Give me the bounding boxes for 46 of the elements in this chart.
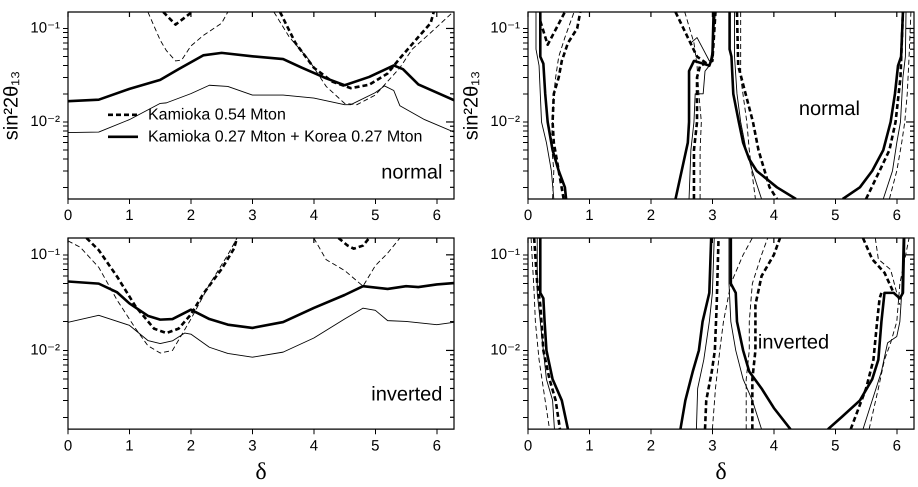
y-tick-label: 10⁻¹	[30, 20, 60, 37]
x-tick-label: 5	[831, 437, 840, 454]
x-tick-label: 1	[125, 207, 134, 224]
x-tick-label: 2	[646, 437, 656, 454]
legend-label: Kamioka 0.54 Mton	[148, 106, 286, 124]
x-tick-label: 0	[64, 437, 72, 454]
y-tick-label: 10⁻²	[30, 342, 60, 359]
x-tick-label: 4	[770, 207, 778, 224]
x-tick-label: 2	[186, 437, 196, 454]
x-tick-label: 3	[248, 207, 257, 224]
x-tick-label: 0	[64, 207, 72, 224]
annotation: normal	[381, 161, 442, 184]
x-tick-label: 3	[248, 437, 257, 454]
annotation: inverted	[758, 332, 830, 354]
y-axis-title: sin²2θ₁₃	[0, 70, 23, 140]
x-tick-label: 5	[371, 207, 380, 224]
x-tick-label: 5	[831, 207, 840, 224]
x-tick-label: 1	[585, 207, 594, 224]
x-axis-title: δ	[715, 458, 727, 485]
x-tick-label: 6	[892, 437, 901, 454]
x-tick-label: 6	[892, 207, 901, 224]
x-tick-label: 6	[432, 207, 441, 224]
y-tick-label: 10⁻²	[490, 342, 520, 359]
x-tick-label: 6	[432, 437, 441, 454]
x-tick-label: 5	[371, 437, 380, 454]
y-tick-label: 10⁻²	[30, 113, 60, 130]
annotation: inverted	[371, 383, 442, 406]
x-tick-label: 4	[770, 437, 778, 454]
x-tick-label: 3	[708, 437, 717, 454]
y-axis-title: sin²2θ₁₃	[460, 70, 483, 140]
x-tick-label: 2	[646, 207, 656, 224]
x-tick-label: 0	[524, 437, 532, 454]
x-tick-label: 3	[708, 207, 717, 224]
x-tick-label: 1	[585, 437, 594, 454]
x-tick-label: 0	[524, 207, 532, 224]
annotation: normal	[798, 98, 860, 120]
legend-label: Kamioka 0.27 Mton + Korea 0.27 Mton	[148, 128, 422, 146]
y-tick-label: 10⁻¹	[490, 20, 520, 37]
y-tick-label: 10⁻¹	[490, 246, 520, 263]
y-tick-label: 10⁻²	[490, 113, 520, 130]
y-tick-label: 10⁻¹	[30, 246, 60, 263]
x-axis-title: δ	[255, 458, 267, 485]
x-tick-label: 1	[125, 437, 134, 454]
x-tick-label: 4	[310, 437, 318, 454]
x-tick-label: 4	[310, 207, 318, 224]
x-tick-label: 2	[186, 207, 196, 224]
